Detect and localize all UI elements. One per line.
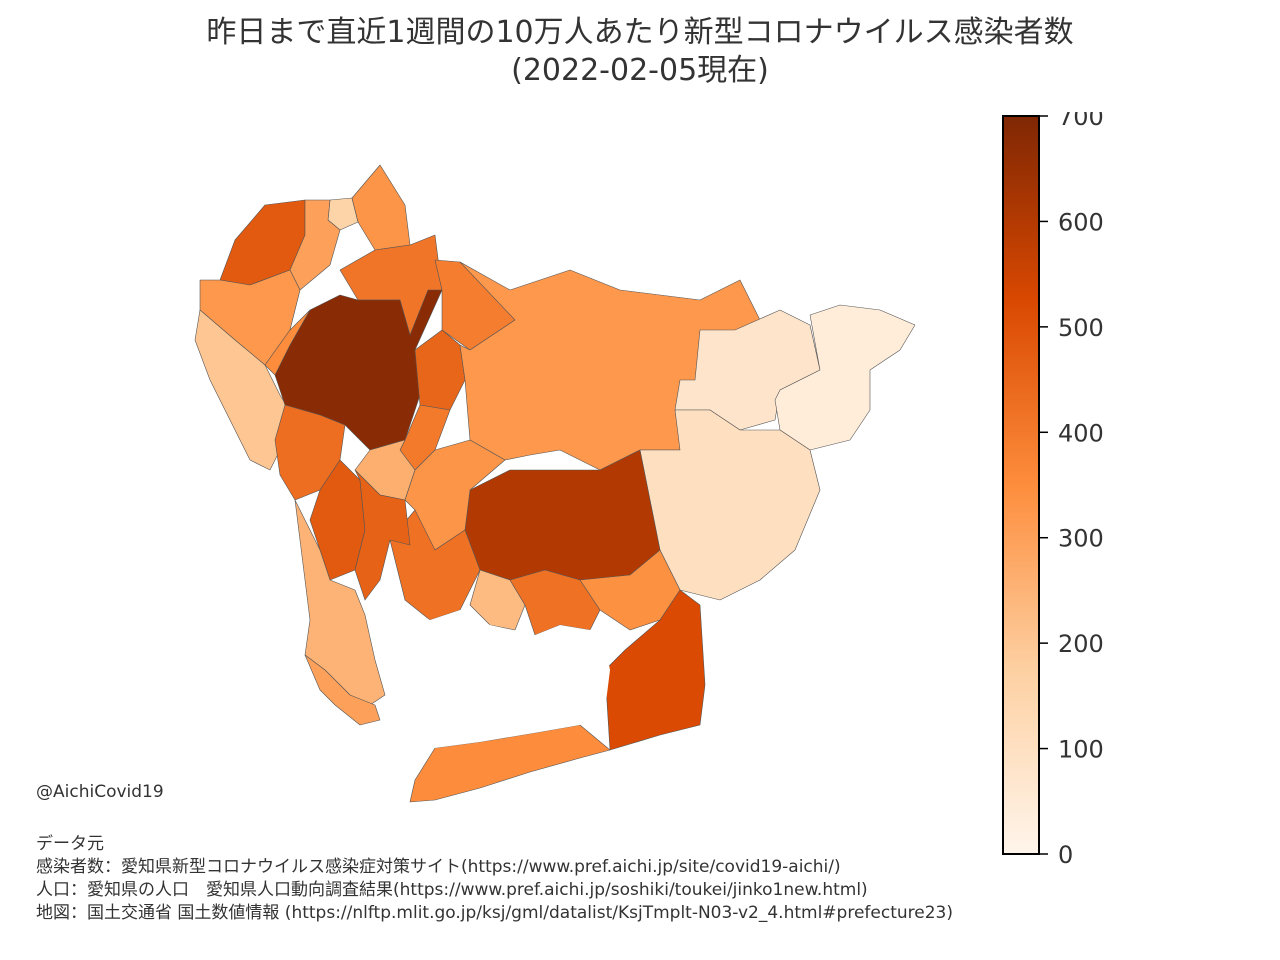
bay-water bbox=[385, 605, 610, 748]
colorbar-tick-label: 300 bbox=[1058, 525, 1104, 553]
twitter-handle: @AichiCovid19 bbox=[36, 782, 164, 802]
region-north-tip[interactable] bbox=[351, 164, 411, 251]
credits-cases-source: 感染者数：愛知県新型コロナウイルス感染症対策サイト(https://www.pr… bbox=[36, 857, 841, 877]
map-title: 昨日まで直近1週間の10万人あたり新型コロナウイルス感染者数 (2022-02-… bbox=[140, 14, 1140, 90]
colorbar-tick-label: 400 bbox=[1058, 419, 1104, 447]
region-inuyama[interactable] bbox=[289, 199, 341, 291]
region-far-east[interactable] bbox=[774, 304, 916, 451]
colorbar-gradient bbox=[1002, 115, 1040, 855]
colorbar-tick-label: 100 bbox=[1058, 736, 1104, 764]
colorbar-tick-label: 600 bbox=[1058, 208, 1104, 236]
colorbar-tick-label: 0 bbox=[1058, 841, 1073, 869]
region-east-nagoya[interactable] bbox=[414, 329, 466, 411]
title-line-2: (2022-02-05現在) bbox=[511, 53, 769, 88]
colorbar-tick-label: 500 bbox=[1058, 314, 1104, 342]
region-chita-tip[interactable] bbox=[304, 654, 381, 726]
colorbar-ticks: 700 600 500 400 300 200 100 0 bbox=[1039, 112, 1104, 869]
title-line-1: 昨日まで直近1週間の10万人あたり新型コロナウイルス感染者数 bbox=[206, 15, 1074, 50]
region-far-east-north[interactable] bbox=[674, 309, 821, 431]
region-ichinomiya[interactable] bbox=[264, 309, 311, 376]
data-sources: データ元 感染者数：愛知県新型コロナウイルス感染症対策サイト(https://w… bbox=[36, 833, 953, 925]
credits-map-source: 地図：国土交通省 国土数値情報 (https://nlftp.mlit.go.j… bbox=[36, 903, 953, 923]
colorbar-tick-label: 200 bbox=[1058, 630, 1104, 658]
region-toyohashi[interactable] bbox=[604, 589, 706, 751]
colorbar-tick-label: 700 bbox=[1058, 112, 1104, 131]
region-west-coast[interactable] bbox=[194, 309, 296, 471]
region-chita-south[interactable] bbox=[294, 499, 386, 706]
color-scale: 700 600 500 400 300 200 100 0 bbox=[1002, 112, 1104, 869]
credits-population-source: 人口：愛知県の人口 愛知県人口動向調査結果(https://www.pref.a… bbox=[36, 880, 868, 900]
credits-heading: データ元 bbox=[36, 834, 104, 854]
region-chita-east[interactable] bbox=[354, 469, 411, 601]
choropleth-map bbox=[194, 164, 916, 803]
